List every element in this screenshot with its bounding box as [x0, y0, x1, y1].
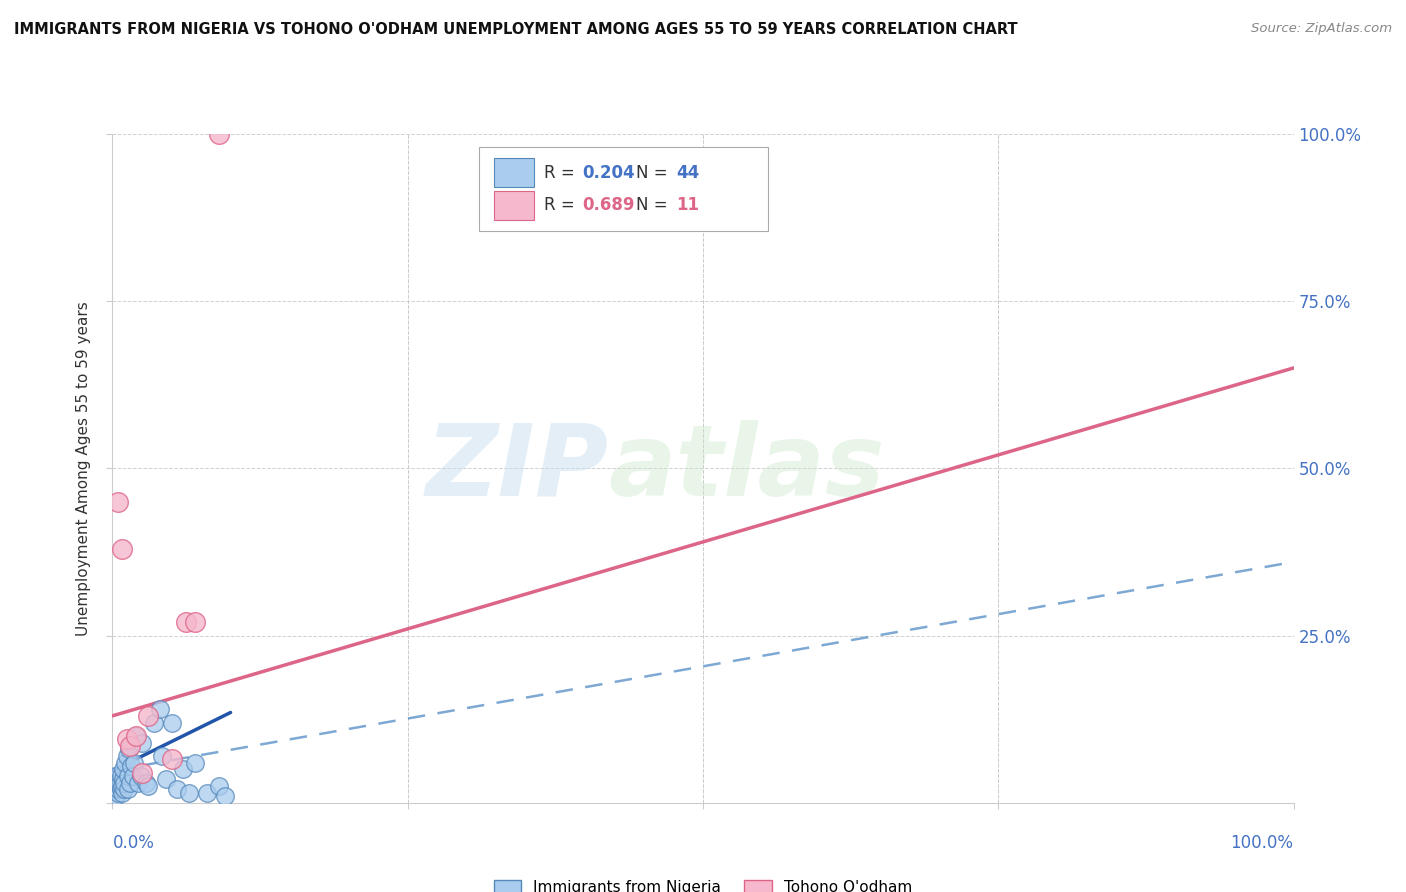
Point — [120, 775, 142, 790]
Point — [125, 729, 148, 743]
Point — [117, 782, 139, 797]
Legend: Immigrants from Nigeria, Tohono O'odham: Immigrants from Nigeria, Tohono O'odham — [488, 874, 918, 892]
Point — [195, 786, 218, 800]
Point — [214, 789, 236, 803]
Point — [174, 615, 197, 630]
Text: 100.0%: 100.0% — [1230, 834, 1294, 852]
Point — [115, 732, 138, 747]
Point — [120, 759, 142, 773]
Text: IMMIGRANTS FROM NIGERIA VS TOHONO O'ODHAM UNEMPLOYMENT AMONG AGES 55 TO 59 YEARS: IMMIGRANTS FROM NIGERIA VS TOHONO O'ODHA… — [14, 22, 1018, 37]
FancyBboxPatch shape — [494, 158, 534, 187]
Point — [104, 769, 127, 783]
Point — [118, 742, 141, 756]
Point — [122, 756, 145, 770]
FancyBboxPatch shape — [494, 191, 534, 220]
Point — [136, 708, 159, 723]
Text: 44: 44 — [676, 163, 699, 182]
Text: ZIP: ZIP — [426, 420, 609, 516]
Point — [135, 775, 157, 790]
Point — [131, 735, 153, 749]
Point — [155, 772, 177, 787]
Point — [131, 765, 153, 780]
Point — [105, 789, 128, 803]
Point — [208, 779, 231, 793]
Point — [107, 782, 129, 797]
Point — [149, 702, 172, 716]
Point — [111, 541, 134, 556]
Text: 0.204: 0.204 — [582, 163, 636, 182]
Point — [111, 786, 134, 800]
Point — [127, 775, 149, 790]
Point — [120, 739, 142, 753]
Point — [110, 769, 132, 783]
Text: N =: N = — [636, 163, 672, 182]
Point — [112, 775, 135, 790]
Point — [112, 762, 135, 776]
Point — [179, 786, 201, 800]
Point — [108, 775, 131, 790]
Point — [115, 749, 138, 764]
Point — [172, 762, 194, 776]
Y-axis label: Unemployment Among Ages 55 to 59 years: Unemployment Among Ages 55 to 59 years — [76, 301, 91, 636]
Point — [103, 782, 125, 797]
FancyBboxPatch shape — [478, 147, 768, 231]
Point — [112, 772, 135, 787]
Point — [114, 756, 136, 770]
Point — [105, 782, 128, 797]
Point — [129, 769, 152, 783]
Point — [184, 756, 207, 770]
Point — [110, 782, 132, 797]
Text: N =: N = — [636, 196, 672, 214]
Point — [136, 779, 159, 793]
Text: R =: R = — [544, 163, 579, 182]
Point — [107, 786, 129, 800]
Point — [107, 494, 129, 508]
Point — [112, 782, 135, 797]
Text: R =: R = — [544, 196, 579, 214]
Point — [111, 779, 134, 793]
Text: 0.689: 0.689 — [582, 196, 636, 214]
Point — [121, 769, 143, 783]
Point — [160, 715, 183, 730]
Point — [105, 775, 128, 790]
Point — [160, 752, 183, 766]
Point — [108, 779, 131, 793]
Point — [184, 615, 207, 630]
Point — [125, 729, 148, 743]
Point — [208, 127, 231, 141]
Text: 11: 11 — [676, 196, 699, 214]
Text: atlas: atlas — [609, 420, 884, 516]
Point — [117, 769, 139, 783]
Point — [166, 782, 188, 797]
Point — [150, 749, 173, 764]
Point — [142, 715, 165, 730]
Text: 0.0%: 0.0% — [112, 834, 155, 852]
Text: Source: ZipAtlas.com: Source: ZipAtlas.com — [1251, 22, 1392, 36]
